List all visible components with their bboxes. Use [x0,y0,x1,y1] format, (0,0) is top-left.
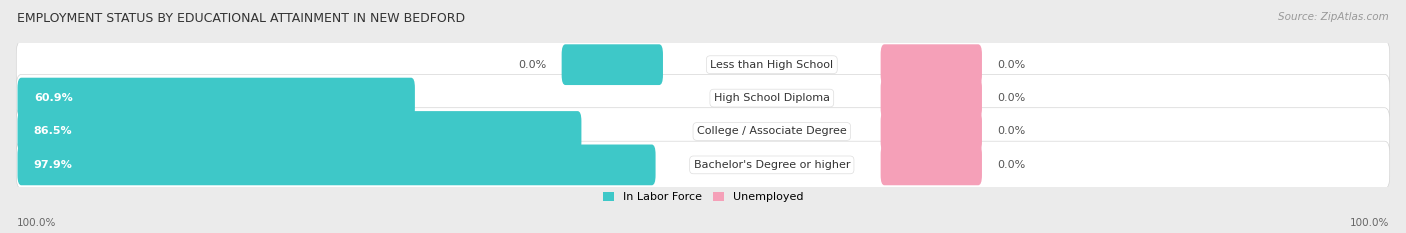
Text: 100.0%: 100.0% [17,218,56,228]
Text: 100.0%: 100.0% [1350,218,1389,228]
Text: 0.0%: 0.0% [997,60,1025,70]
Text: 0.0%: 0.0% [997,160,1025,170]
FancyBboxPatch shape [17,108,1389,155]
Legend: In Labor Force, Unemployed: In Labor Force, Unemployed [598,188,808,207]
Text: Less than High School: Less than High School [710,60,834,70]
FancyBboxPatch shape [561,44,664,85]
FancyBboxPatch shape [17,141,1389,188]
FancyBboxPatch shape [880,44,981,85]
FancyBboxPatch shape [17,144,655,185]
FancyBboxPatch shape [880,144,981,185]
Text: 0.0%: 0.0% [519,60,547,70]
FancyBboxPatch shape [17,78,415,118]
FancyBboxPatch shape [17,74,1389,122]
FancyBboxPatch shape [17,111,582,152]
FancyBboxPatch shape [17,41,1389,88]
Text: Source: ZipAtlas.com: Source: ZipAtlas.com [1278,12,1389,22]
Text: 86.5%: 86.5% [34,127,72,137]
Text: College / Associate Degree: College / Associate Degree [697,127,846,137]
Text: 0.0%: 0.0% [997,93,1025,103]
Text: 0.0%: 0.0% [997,127,1025,137]
Text: 97.9%: 97.9% [34,160,73,170]
FancyBboxPatch shape [880,111,981,152]
FancyBboxPatch shape [880,78,981,118]
Text: Bachelor's Degree or higher: Bachelor's Degree or higher [693,160,851,170]
Text: High School Diploma: High School Diploma [714,93,830,103]
Text: 60.9%: 60.9% [34,93,73,103]
Text: EMPLOYMENT STATUS BY EDUCATIONAL ATTAINMENT IN NEW BEDFORD: EMPLOYMENT STATUS BY EDUCATIONAL ATTAINM… [17,12,465,25]
